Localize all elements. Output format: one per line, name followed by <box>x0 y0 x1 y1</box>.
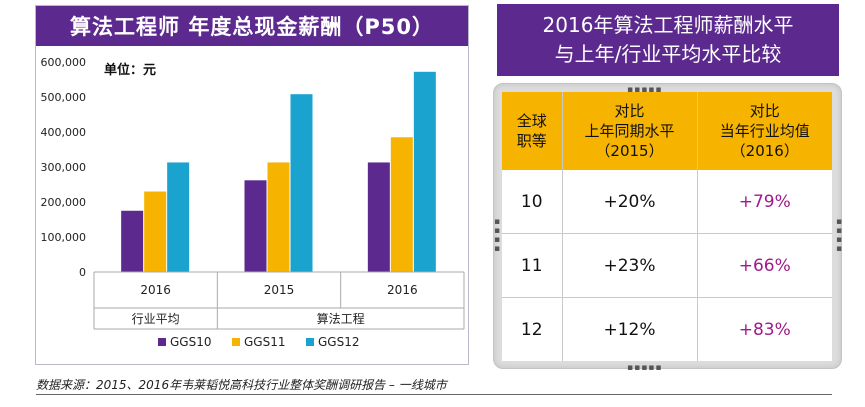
legend-swatch-ggs10 <box>158 338 166 346</box>
bar-ggs11 <box>390 137 413 272</box>
table-row: 10 +20% +79% <box>502 170 832 234</box>
bar-ggs10 <box>121 210 144 272</box>
bar-ggs11 <box>267 162 290 272</box>
comparison-table: 全球 职等 对比 上年同期水平 （2015） 对比 当年行业均值 （2016） … <box>502 92 832 361</box>
legend-swatch-ggs11 <box>232 338 240 346</box>
table-row: 12 +12% +83% <box>502 297 832 361</box>
binder-rings-top-icon: ▪▪▪▪▪ <box>627 85 663 95</box>
y-tick-label: 500,000 <box>41 91 87 104</box>
x-tick-label: 2016 <box>140 283 171 297</box>
comparison-title: 2016年算法工程师薪酬水平 与上年/行业平均水平比较 <box>497 4 839 76</box>
grade-cell: 12 <box>502 297 562 361</box>
header-yoy-line: （2015） <box>595 142 664 160</box>
header-yoy: 对比 上年同期水平 （2015） <box>561 92 697 170</box>
industry-cell: +83% <box>696 297 832 361</box>
header-industry-line: 对比 <box>749 102 780 120</box>
header-industry-line: （2016） <box>730 142 799 160</box>
y-tick-label: 300,000 <box>41 161 87 174</box>
industry-cell: +66% <box>696 233 832 298</box>
bar-ggs10 <box>244 180 267 272</box>
x-tick-label: 2016 <box>387 283 418 297</box>
header-yoy-line: 上年同期水平 <box>584 122 675 140</box>
comparison-title-line1: 2016年算法工程师薪酬水平 <box>542 13 794 37</box>
x-group-label: 行业平均 <box>132 312 180 326</box>
yoy-cell: +12% <box>561 297 697 361</box>
header-grade-line: 职等 <box>516 132 547 150</box>
salary-bar-chart: 0 100,000 200,000 300,000 400,000 500,000 600,… <box>41 56 465 349</box>
bar-ggs12 <box>167 162 190 272</box>
y-tick-label: 600,000 <box>41 56 87 69</box>
y-tick-label: 400,000 <box>41 126 87 139</box>
y-tick-label: 100,000 <box>41 231 87 244</box>
binder-rings-right-icon: ▪ ▪ ▪ ▪ <box>836 217 844 254</box>
y-tick-label: 0 <box>79 266 86 279</box>
binder-rings-bottom-icon: ▪▪▪▪▪ <box>627 363 663 373</box>
yoy-cell: +23% <box>561 233 697 298</box>
x-group-label: 算法工程 <box>317 311 365 326</box>
yoy-cell: +20% <box>561 170 697 234</box>
table-row: 11 +23% +66% <box>502 233 832 298</box>
legend-label: GGS10 <box>170 335 211 349</box>
bottom-divider <box>36 394 832 395</box>
chart-title: 算法工程师 年度总现金薪酬（P50） <box>36 6 468 46</box>
header-grade: 全球 职等 <box>502 92 562 170</box>
legend-label: GGS11 <box>244 335 285 349</box>
x-tick-label: 2015 <box>264 283 295 297</box>
data-source-note: 数据来源：2015、2016年韦莱韬悦高科技行业整体奖酬调研报告 – 一线城市 <box>36 378 447 392</box>
chart-unit-label: 单位：元 <box>104 62 156 78</box>
comparison-title-line2: 与上年/行业平均水平比较 <box>554 42 782 66</box>
bar-ggs12 <box>290 94 313 272</box>
y-tick-label: 200,000 <box>41 196 87 209</box>
bar-ggs12 <box>413 71 436 272</box>
header-industry-line: 当年行业均值 <box>719 122 810 140</box>
header-yoy-line: 对比 <box>614 102 645 120</box>
legend-label: GGS12 <box>318 335 359 349</box>
bar-ggs11 <box>144 191 167 272</box>
legend-swatch-ggs12 <box>306 338 314 346</box>
bar-ggs10 <box>367 162 390 272</box>
header-industry: 对比 当年行业均值 （2016） <box>696 92 832 170</box>
salary-chart-panel: 算法工程师 年度总现金薪酬（P50） 0 100,000 200,000 300,00… <box>35 5 469 365</box>
header-grade-line: 全球 <box>516 112 547 130</box>
industry-cell: +79% <box>696 170 832 234</box>
grade-cell: 10 <box>502 170 562 234</box>
binder-rings-left-icon: ▪ ▪ ▪ ▪ <box>494 217 502 254</box>
grade-cell: 11 <box>502 233 562 298</box>
